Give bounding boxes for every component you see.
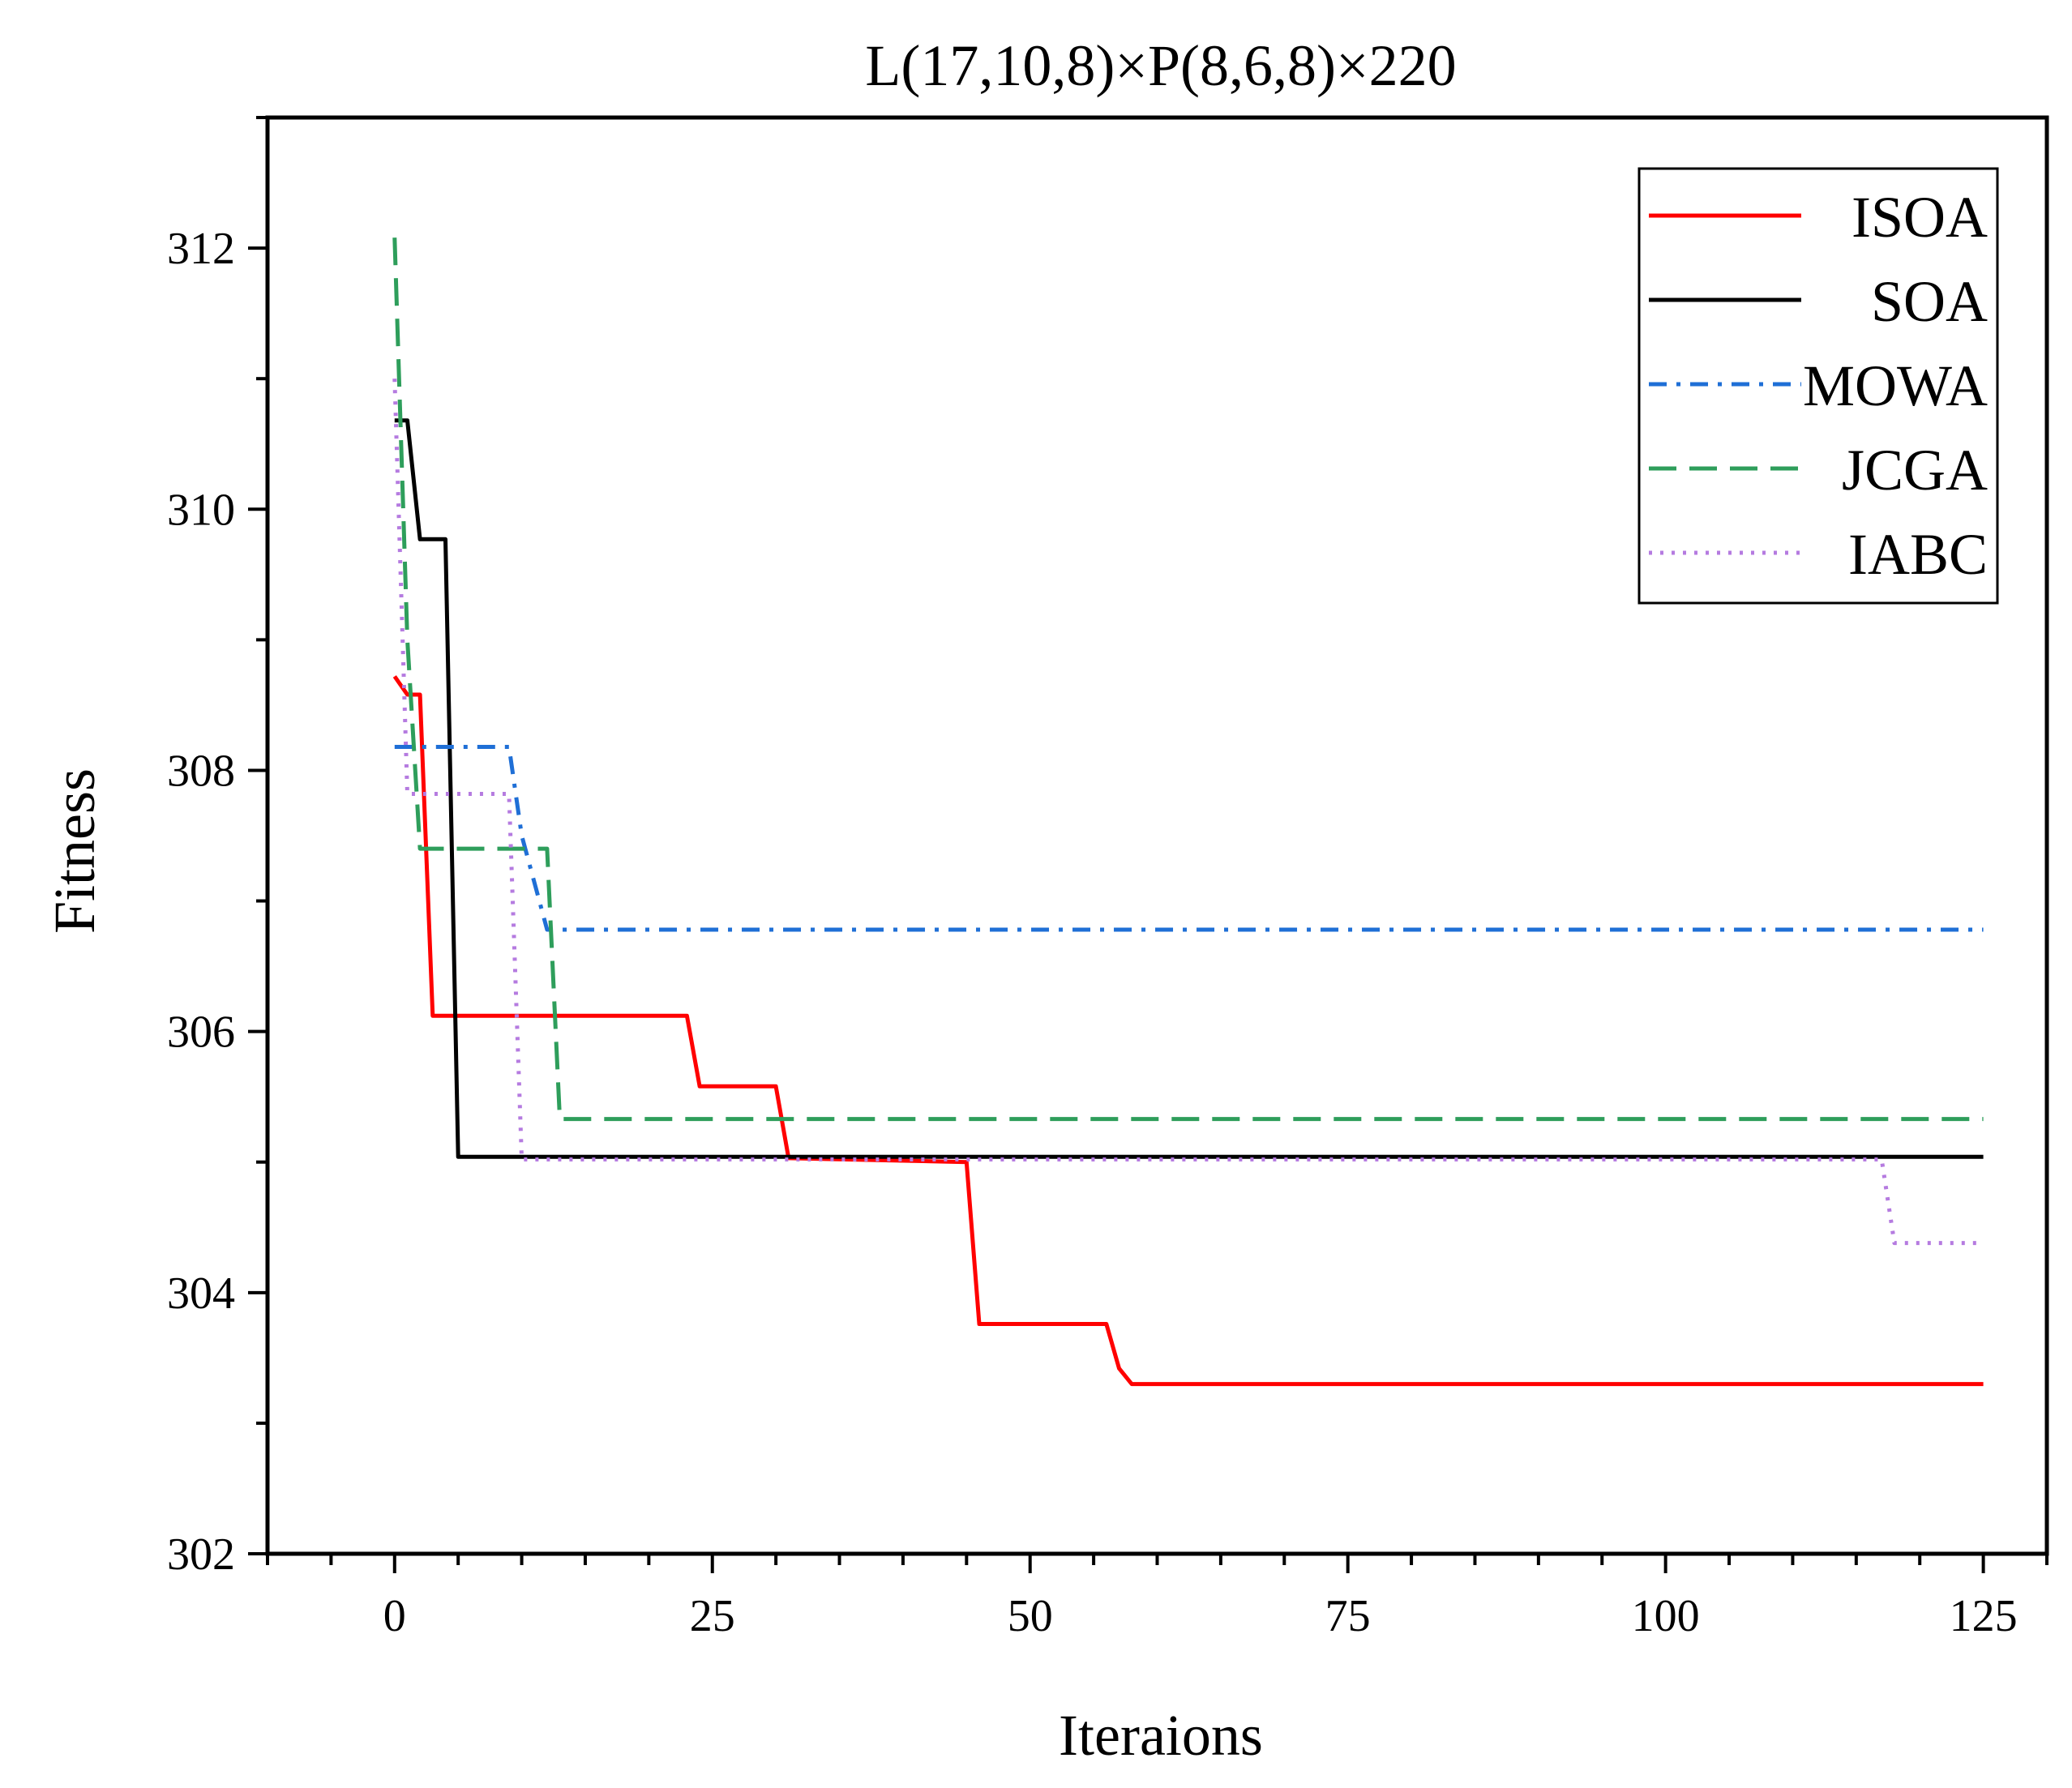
- x-tick-label: 125: [1950, 1591, 2018, 1641]
- x-tick-label: 50: [1008, 1591, 1053, 1641]
- y-tick-label: 308: [167, 746, 235, 796]
- x-tick-label: 25: [690, 1591, 735, 1641]
- y-tick-label: 304: [167, 1268, 235, 1319]
- legend: ISOA SOA MOWA JCGA IABC: [1637, 167, 1999, 605]
- x-tick-label: 0: [383, 1591, 406, 1641]
- x-axis-label: Iteraions: [1059, 1703, 1263, 1768]
- y-tick-label: 312: [167, 224, 235, 274]
- legend-label-isoa: ISOA: [1852, 185, 1988, 250]
- series-line-isoa: [392, 675, 1984, 1387]
- chart-title: L(17,10,8)×P(8,6,8)×220: [865, 33, 1456, 98]
- x-tick-label: 75: [1325, 1591, 1371, 1641]
- legend-label-mowa: MOWA: [1803, 353, 1988, 418]
- series-line-iabc: [392, 379, 1984, 1246]
- plot-area: 0 25 50 75 100 125 302 304 306 308 310 312: [167, 115, 2049, 1641]
- series-line-jcga: [392, 237, 1984, 1122]
- legend-label-soa: SOA: [1871, 269, 1988, 334]
- y-tick-label: 302: [167, 1529, 235, 1580]
- series-line-soa: [394, 418, 1984, 1159]
- legend-label-iabc: IABC: [1848, 522, 1988, 587]
- y-tick-label: 306: [167, 1007, 235, 1058]
- x-tick-label: 100: [1632, 1591, 1700, 1641]
- y-axis-label: Fitness: [42, 768, 107, 934]
- y-tick-label: 310: [167, 485, 235, 535]
- legend-label-jcga: JCGA: [1842, 438, 1988, 503]
